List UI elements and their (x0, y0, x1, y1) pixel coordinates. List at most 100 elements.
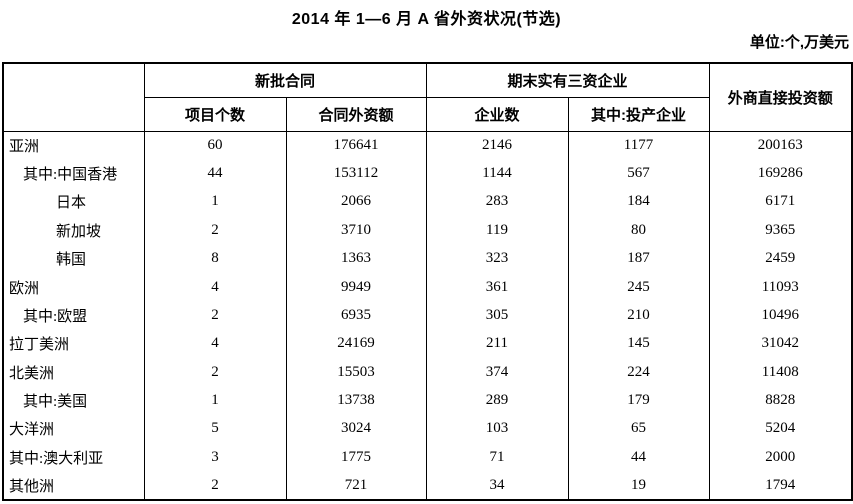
cell-value: 1 (143, 187, 286, 217)
cell-value: 4 (143, 329, 286, 358)
cell-value: 44 (567, 443, 710, 472)
cell-value: 6171 (708, 187, 853, 217)
cell-value: 119 (425, 216, 569, 245)
cell-value: 2 (143, 301, 286, 330)
unit-note: 单位:个,万美元 (749, 34, 849, 51)
table-row: 其中:中国香港 44 153112 1144 567 169286 (3, 159, 853, 188)
cell-value: 1775 (285, 443, 427, 472)
cell-value: 15503 (285, 358, 427, 387)
cell-value: 44 (143, 159, 286, 188)
cell-value: 184 (567, 187, 710, 217)
header-group-new-contracts: 新批合同 (143, 63, 427, 98)
table-row: 其中:澳大利亚 3 1775 71 44 2000 (3, 443, 853, 472)
cell-value: 145 (567, 329, 710, 358)
header-sub-project-count: 项目个数 (143, 97, 286, 132)
cell-value: 80 (567, 216, 710, 245)
header-row-groups: 新批合同 期末实有三资企业 外商直接投资额 (3, 63, 853, 132)
table-row: 北美洲 2 15503 374 224 11408 (3, 358, 853, 387)
header-sub-contract-amount: 合同外资额 (285, 97, 427, 132)
cell-value: 31042 (708, 329, 853, 358)
cell-value: 34 (425, 471, 569, 500)
cell-value: 2000 (708, 443, 853, 472)
cell-value: 224 (567, 358, 710, 387)
table-body: 亚洲 60 176641 2146 1177 200163 其中:中国香港 44 153112 1… (3, 131, 853, 500)
cell-value: 71 (425, 443, 569, 472)
row-label: 日本 (56, 195, 87, 212)
cell-value: 1177 (567, 131, 710, 160)
cell-value: 187 (567, 244, 710, 273)
cell-value: 289 (425, 386, 569, 415)
cell-value: 13738 (285, 386, 427, 415)
cell-value: 8828 (708, 386, 853, 415)
cell-value: 19 (567, 471, 710, 500)
cell-value: 11408 (708, 358, 853, 387)
cell-value: 2146 (425, 131, 569, 160)
cell-value: 200163 (708, 131, 853, 160)
row-label: 拉丁美洲 (9, 337, 70, 354)
cell-value: 10496 (708, 301, 853, 330)
row-label: 北美洲 (9, 365, 55, 382)
cell-value: 1363 (285, 244, 427, 273)
cell-value: 305 (425, 301, 569, 330)
header-row-subcolumns: 项目个数 合同外资额 企业数 其中:投产企业 (3, 97, 852, 132)
cell-value: 323 (425, 244, 569, 273)
row-label: 欧洲 (9, 280, 40, 297)
table-header: 新批合同 期末实有三资企业 外商直接投资额 项目个数 合同外资额 企业数 其中:… (3, 63, 853, 132)
cell-value: 153112 (285, 159, 427, 188)
cell-value: 24169 (285, 329, 427, 358)
cell-value: 103 (425, 414, 569, 444)
row-label: 大洋洲 (9, 422, 55, 439)
row-label: 其他洲 (9, 478, 55, 495)
header-group-existing-enterprises: 期末实有三资企业 (425, 63, 710, 98)
header-col-fdi: 外商直接投资额 (708, 63, 853, 132)
foreign-investment-table: 新批合同 期末实有三资企业 外商直接投资额 项目个数 合同外资额 企业数 其中:… (2, 62, 853, 501)
cell-value: 2 (143, 216, 286, 245)
cell-value: 3710 (285, 216, 427, 245)
cell-value: 9365 (708, 216, 853, 245)
cell-value: 3024 (285, 414, 427, 444)
cell-value: 1 (143, 386, 286, 415)
table-row: 其中:欧盟 2 6935 305 210 10496 (3, 301, 853, 330)
cell-value: 60 (143, 131, 286, 160)
cell-value: 3 (143, 443, 286, 472)
table-row: 新加坡 2 3710 119 80 9365 (3, 216, 853, 245)
table-row: 亚洲 60 176641 2146 1177 200163 (3, 131, 853, 160)
cell-value: 1794 (708, 471, 853, 500)
table-row: 其他洲 2 721 34 19 1794 (3, 471, 853, 500)
cell-value: 2066 (285, 187, 427, 217)
table-row: 欧洲 4 9949 361 245 11093 (3, 272, 853, 302)
cell-value: 374 (425, 358, 569, 387)
row-label: 其中:欧盟 (23, 308, 88, 325)
cell-value: 4 (143, 272, 286, 302)
cell-value: 5 (143, 414, 286, 444)
table-row: 其中:美国 1 13738 289 179 8828 (3, 386, 853, 415)
row-label: 其中:中国香港 (23, 167, 118, 184)
table-row: 拉丁美洲 4 24169 211 145 31042 (3, 329, 853, 358)
cell-value: 11093 (708, 272, 853, 302)
cell-value: 211 (425, 329, 569, 358)
cell-value: 361 (425, 272, 569, 302)
cell-value: 2 (143, 471, 286, 500)
table-row: 韩国 8 1363 323 187 2459 (3, 244, 853, 273)
cell-value: 721 (285, 471, 427, 500)
cell-value: 283 (425, 187, 569, 217)
header-sub-enterprise-count: 企业数 (425, 97, 569, 132)
row-label: 韩国 (56, 252, 87, 269)
cell-value: 1144 (425, 159, 569, 188)
corner-cell (3, 63, 144, 132)
cell-value: 567 (567, 159, 710, 188)
row-label: 其中:澳大利亚 (9, 450, 104, 467)
cell-value: 245 (567, 272, 710, 302)
page-title: 2014 年 1—6 月 A 省外资状况(节选) (291, 11, 562, 28)
cell-value: 176641 (285, 131, 427, 160)
cell-value: 169286 (708, 159, 853, 188)
cell-value: 8 (143, 244, 286, 273)
cell-value: 179 (567, 386, 710, 415)
cell-value: 2 (143, 358, 286, 387)
row-label: 亚洲 (9, 138, 40, 155)
cell-value: 5204 (708, 414, 853, 444)
row-label: 新加坡 (56, 223, 102, 240)
row-label: 其中:美国 (23, 394, 88, 411)
cell-value: 6935 (285, 301, 427, 330)
